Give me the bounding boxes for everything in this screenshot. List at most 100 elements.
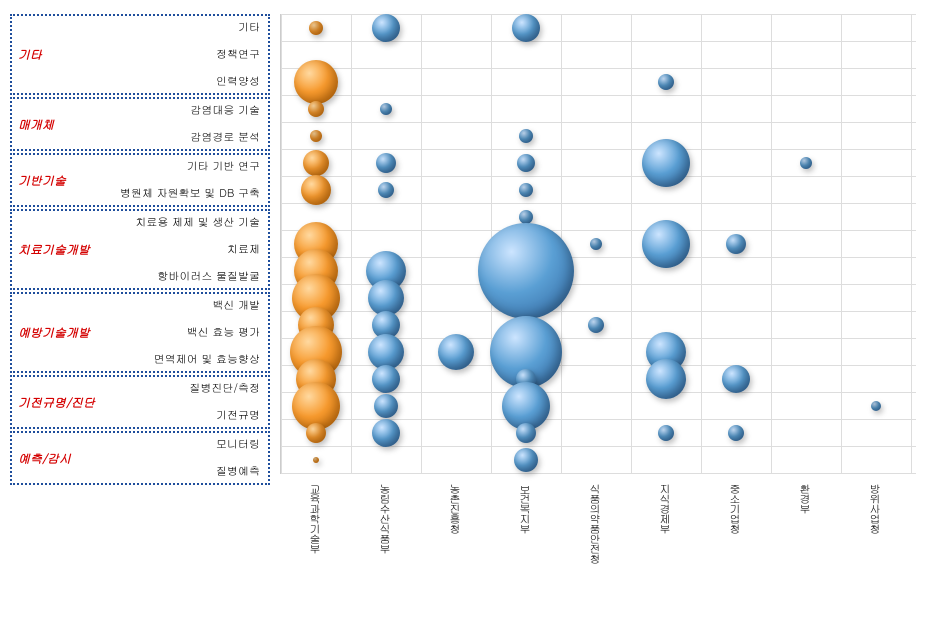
y-item-label: 인력양성 [104, 68, 260, 95]
bubble [658, 74, 674, 90]
x-axis-label: 농촌진흥청 [448, 484, 463, 534]
y-group-label: 기반기술 [12, 172, 104, 189]
y-group-label: 기전규명/진단 [12, 394, 104, 411]
x-axis-label: 식품의약품안전청 [588, 484, 603, 564]
grid-line-h [281, 176, 916, 177]
grid-line-h [281, 68, 916, 69]
chart-area: 교육과학기술부농림수산식품부농촌진흥청보건복지부식품의약품안전청지식경제부중소기… [270, 10, 916, 623]
x-axis-label: 방위사업청 [868, 484, 883, 534]
plot-region [280, 14, 916, 474]
y-group-box: 치료기술개발치료용 제제 및 생산 기술치료제항바이러스 물질발굴 [10, 209, 270, 290]
y-item-label: 감염경로 분석 [104, 124, 260, 151]
y-item-label: 치료제 [104, 236, 260, 263]
bubble [514, 448, 538, 472]
y-axis-group-panel: 기타기타정책연구인력양성매개체감염대응 기술감염경로 분석기반기술기타 기반 연… [10, 10, 270, 623]
grid-line-h [281, 14, 916, 15]
bubble [588, 317, 604, 333]
y-item-label: 병원체 자원확보 및 DB 구축 [104, 180, 260, 207]
y-item-label: 모니터링 [104, 431, 260, 458]
bubble [301, 175, 331, 205]
bubble [378, 182, 394, 198]
y-group-items: 기타정책연구인력양성 [104, 14, 268, 95]
x-axis: 교육과학기술부농림수산식품부농촌진흥청보건복지부식품의약품안전청지식경제부중소기… [280, 480, 916, 620]
y-group-box: 매개체감염대응 기술감염경로 분석 [10, 97, 270, 151]
bubble [512, 14, 540, 42]
y-group-label: 기타 [12, 46, 104, 63]
grid-line-h [281, 473, 916, 474]
y-group-label: 예측/감시 [12, 450, 104, 467]
grid-line-h [281, 203, 916, 204]
bubble [313, 457, 319, 463]
y-group-box: 예측/감시모니터링질병예측 [10, 431, 270, 485]
bubble [372, 14, 400, 42]
x-axis-label: 지식경제부 [658, 484, 673, 534]
bubble [438, 334, 474, 370]
bubble [519, 210, 533, 224]
y-item-label: 백신 개발 [104, 292, 260, 319]
bubble [658, 425, 674, 441]
y-item-label: 면역제어 및 효능향상 [104, 346, 260, 373]
grid-line-v [841, 14, 842, 473]
grid-line-v [631, 14, 632, 473]
bubble [380, 103, 392, 115]
bubble [642, 220, 690, 268]
y-group-label: 매개체 [12, 116, 104, 133]
bubble [519, 129, 533, 143]
y-group-box: 기반기술기타 기반 연구병원체 자원확보 및 DB 구축 [10, 153, 270, 207]
x-axis-label: 중소기업청 [728, 484, 743, 534]
y-item-label: 치료용 제제 및 생산 기술 [104, 209, 260, 236]
bubble [376, 153, 396, 173]
bubble [308, 101, 324, 117]
grid-line-v [701, 14, 702, 473]
bubble [726, 234, 746, 254]
bubble [372, 419, 400, 447]
y-item-label: 감염대응 기술 [104, 97, 260, 124]
bubble [800, 157, 812, 169]
bubble [519, 183, 533, 197]
grid-line-v [281, 14, 282, 473]
y-group-items: 모니터링질병예측 [104, 431, 268, 485]
y-group-items: 백신 개발백신 효능 평가면역제어 및 효능향상 [104, 292, 268, 373]
y-item-label: 질병진단/측정 [104, 375, 260, 402]
grid-line-h [281, 392, 916, 393]
y-item-label: 정책연구 [104, 41, 260, 68]
y-group-label: 예방기술개발 [12, 324, 104, 341]
bubble [590, 238, 602, 250]
grid-line-h [281, 41, 916, 42]
x-axis-label: 환경부 [798, 484, 813, 514]
y-item-label: 기타 [104, 14, 260, 41]
y-item-label: 기타 기반 연구 [104, 153, 260, 180]
grid-line-v [771, 14, 772, 473]
bubble [646, 359, 686, 399]
y-item-label: 항바이러스 물질발굴 [104, 263, 260, 290]
grid-line-h [281, 122, 916, 123]
bubble [310, 130, 322, 142]
bubble [517, 154, 535, 172]
bubble [372, 365, 400, 393]
grid-line-v [911, 14, 912, 473]
bubble [722, 365, 750, 393]
y-group-box: 예방기술개발백신 개발백신 효능 평가면역제어 및 효능향상 [10, 292, 270, 373]
grid-line-h [281, 446, 916, 447]
y-item-label: 기전규명 [104, 402, 260, 429]
x-axis-label: 보건복지부 [518, 484, 533, 534]
y-item-label: 질병예측 [104, 458, 260, 485]
bubble [309, 21, 323, 35]
bubble [728, 425, 744, 441]
bubble [871, 401, 881, 411]
y-group-items: 치료용 제제 및 생산 기술치료제항바이러스 물질발굴 [104, 209, 268, 290]
y-group-box: 기타기타정책연구인력양성 [10, 14, 270, 95]
grid-line-h [281, 95, 916, 96]
grid-line-h [281, 149, 916, 150]
bubble [516, 423, 536, 443]
bubble [294, 60, 338, 104]
y-group-box: 기전규명/진단질병진단/측정기전규명 [10, 375, 270, 429]
grid-line-h [281, 419, 916, 420]
x-axis-label: 교육과학기술부 [308, 484, 323, 554]
bubble [306, 423, 326, 443]
grid-line-h [281, 230, 916, 231]
y-item-label: 백신 효능 평가 [104, 319, 260, 346]
y-group-items: 질병진단/측정기전규명 [104, 375, 268, 429]
y-group-label: 치료기술개발 [12, 241, 104, 258]
bubble [642, 139, 690, 187]
